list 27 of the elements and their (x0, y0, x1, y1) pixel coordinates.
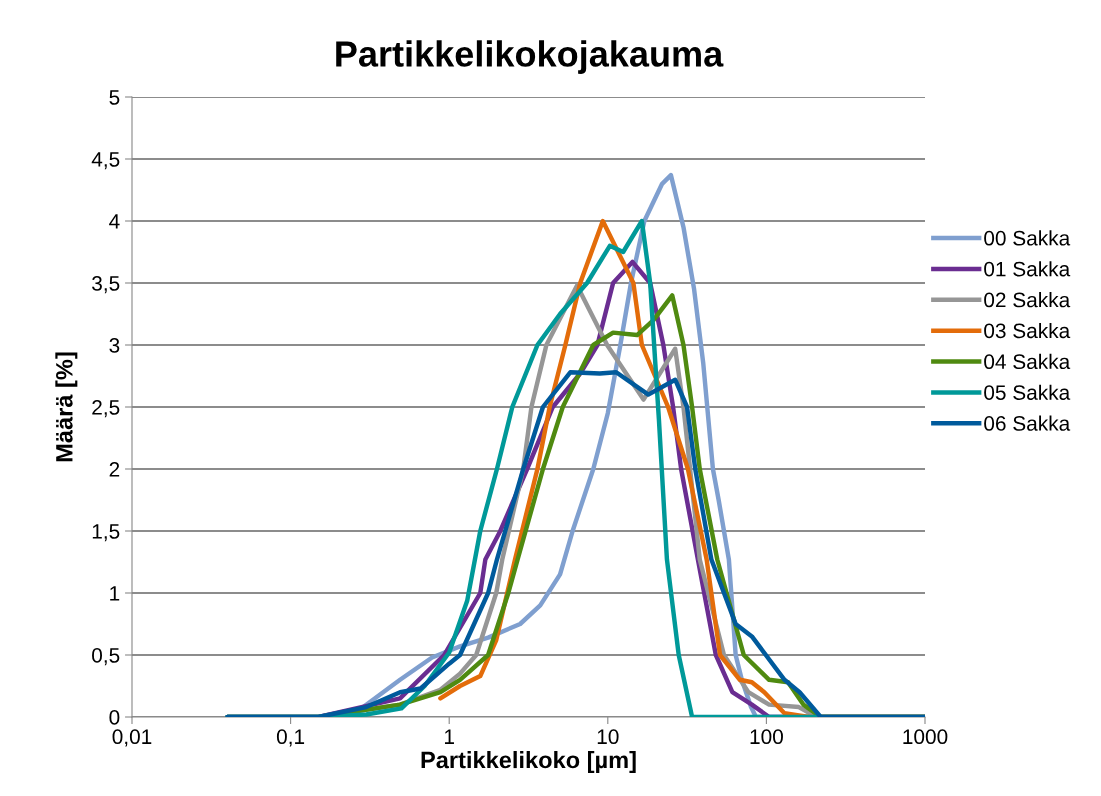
y-tick-label: 2,5 (92, 400, 120, 418)
legend-label: 03 Sakka (984, 322, 1071, 339)
y-tick-label: 3 (109, 338, 120, 353)
x-tick-label: 0,01 (112, 729, 152, 747)
x-tick-label: 1 (445, 729, 454, 744)
y-tick-label: 0,5 (92, 648, 120, 666)
y-tick-label: 1,5 (92, 524, 120, 542)
x-axis-title: Partikkelikoko [µm] (421, 751, 636, 774)
y-tick-label: 1 (110, 586, 120, 601)
legend-label: 04 Sakka (984, 353, 1071, 370)
legend-label: 02 Sakka (984, 292, 1071, 308)
y-tick-label: 3,5 (92, 276, 120, 294)
legend-label: 01 Sakka (984, 261, 1071, 277)
legend-label: 06 Sakka (984, 415, 1071, 431)
x-tick-label: 0,1 (276, 729, 305, 747)
x-tick-label: 1000 (903, 729, 948, 745)
y-tick-label: 4,5 (91, 152, 120, 170)
x-tick-label: 100 (750, 729, 783, 745)
legend-label: 00 Sakka (984, 230, 1071, 246)
y-tick-label: 0 (109, 710, 120, 725)
chart-title: Partikkelikokojakauma (336, 40, 724, 74)
legend-label: 05 Sakka (984, 384, 1071, 400)
y-tick-label: 5 (109, 90, 120, 105)
x-tick-label: 10 (597, 729, 619, 745)
y-tick-label: 2 (109, 462, 120, 477)
y-axis-title: Määrä [%] (55, 352, 78, 462)
y-tick-label: 4 (109, 214, 120, 229)
